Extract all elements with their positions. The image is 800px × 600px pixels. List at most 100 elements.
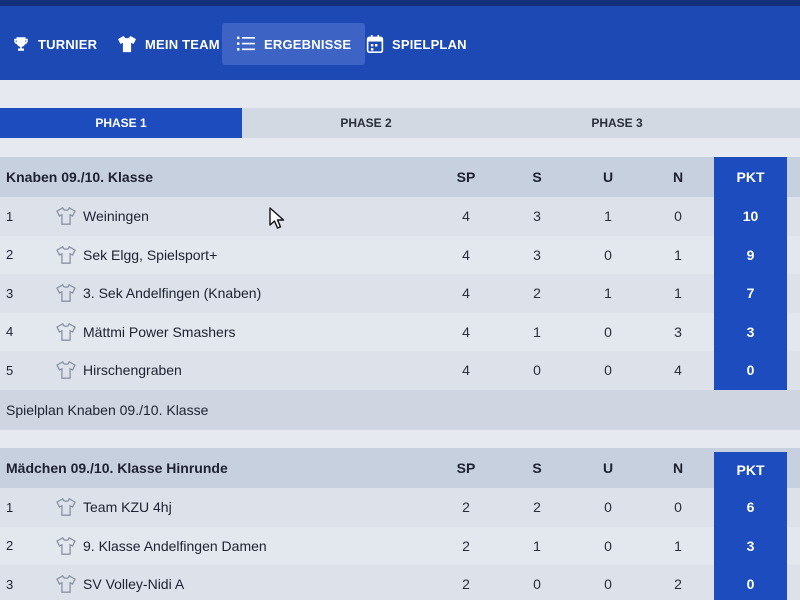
nav-spielplan[interactable]: SPIELPLAN (366, 23, 467, 65)
value-sp: 2 (462, 537, 470, 554)
group-title: Mädchen 09./10. Klasse Hinrunde (6, 460, 228, 476)
tab-phase-1-label: PHASE 1 (95, 116, 147, 130)
col-header-sp: SP (456, 169, 476, 185)
table-row[interactable]: 3 3. Sek Andelfingen (Knaben) 4 2 1 1 7 (0, 274, 800, 313)
group-rows: 1 Team KZU 4hj 2 2 0 0 6 2 9. Klasse And… (0, 488, 800, 600)
tab-phase-3-label: PHASE 3 (591, 116, 643, 130)
value-sp: 4 (462, 246, 470, 263)
col-header-n: N (672, 460, 684, 476)
nav-mein-team[interactable]: MEIN TEAM (117, 23, 220, 65)
team-name[interactable]: 3. Sek Andelfingen (Knaben) (83, 285, 262, 302)
col-header-s: S (532, 169, 542, 185)
shirt-icon (56, 498, 76, 517)
nav-ergebnisse[interactable]: ERGEBNISSE (222, 23, 366, 65)
value-n: 3 (674, 323, 682, 340)
nav-ergebnisse-label: ERGEBNISSE (264, 36, 352, 52)
top-nav-bar: TURNIER MEIN TEAM ERGEBNISSE SPIELPLAN (0, 0, 800, 80)
rank: 4 (6, 324, 14, 340)
nav-spielplan-label: SPIELPLAN (392, 36, 467, 52)
table-row[interactable]: 4 Mättmi Power Smashers 4 1 0 3 3 (0, 312, 800, 351)
value-u: 0 (604, 537, 612, 554)
value-s: 3 (533, 208, 541, 225)
table-row[interactable]: 2 Sek Elgg, Spielsport+ 4 3 0 1 9 (0, 235, 800, 274)
group-header: Mädchen 09./10. Klasse Hinrunde SP S U N… (0, 448, 800, 488)
value-pkt: 3 (714, 526, 787, 565)
col-header-u: U (602, 169, 614, 185)
value-sp: 4 (462, 285, 470, 302)
value-n: 2 (674, 576, 682, 593)
value-sp: 4 (462, 208, 470, 225)
value-n: 1 (674, 537, 682, 554)
group-rows: 1 Weiningen 4 3 1 0 10 2 Sek Elgg, Spiel… (0, 197, 800, 390)
group-table-knaben: Knaben 09./10. Klasse SP S U N PKT 1 Wei… (0, 157, 800, 430)
table-row[interactable]: 2 9. Klasse Andelfingen Damen 2 1 0 1 3 (0, 526, 800, 565)
team-name[interactable]: SV Volley-Nidi A (83, 576, 185, 593)
table-row[interactable]: 5 Hirschengraben 4 0 0 4 0 (0, 351, 800, 390)
value-s: 1 (533, 323, 541, 340)
group-table-maedchen: Mädchen 09./10. Klasse Hinrunde SP S U N… (0, 448, 800, 600)
group-title: Knaben 09./10. Klasse (6, 169, 154, 185)
value-s: 0 (533, 576, 541, 593)
value-sp: 2 (462, 499, 470, 516)
value-n: 0 (674, 499, 682, 516)
shirt-icon (56, 207, 76, 226)
value-s: 1 (533, 537, 541, 554)
tab-phase-2[interactable]: PHASE 2 (242, 108, 490, 138)
col-header-u: U (602, 460, 614, 476)
team-name[interactable]: 9. Klasse Andelfingen Damen (83, 537, 267, 554)
value-s: 0 (533, 362, 541, 379)
value-u: 0 (604, 323, 612, 340)
group-header: Knaben 09./10. Klasse SP S U N PKT (0, 157, 800, 197)
spielplan-link-label: Spielplan Knaben 09./10. Klasse (6, 401, 209, 418)
col-header-pkt: PKT (714, 452, 787, 488)
table-row[interactable]: 1 Team KZU 4hj 2 2 0 0 6 (0, 488, 800, 527)
value-pkt: 7 (714, 274, 787, 313)
rank: 2 (6, 247, 14, 263)
value-n: 0 (674, 208, 682, 225)
team-name[interactable]: Mättmi Power Smashers (83, 323, 236, 340)
shirt-icon (56, 361, 76, 380)
value-s: 2 (533, 499, 541, 516)
shirt-icon (56, 575, 76, 594)
top-edge (0, 0, 800, 6)
value-n: 1 (674, 285, 682, 302)
value-pkt: 3 (714, 312, 787, 351)
team-name[interactable]: Sek Elgg, Spielsport+ (83, 246, 218, 263)
rank: 5 (6, 362, 14, 378)
value-pkt: 0 (714, 351, 787, 390)
rank: 1 (6, 208, 14, 224)
tab-phase-3[interactable]: PHASE 3 (490, 108, 744, 138)
spielplan-link[interactable]: Spielplan Knaben 09./10. Klasse (0, 389, 800, 430)
tab-phase-2-label: PHASE 2 (340, 116, 392, 130)
rank: 2 (6, 538, 14, 554)
team-name[interactable]: Hirschengraben (83, 362, 182, 379)
team-name[interactable]: Weiningen (83, 208, 149, 225)
value-pkt: 6 (714, 488, 787, 527)
value-u: 0 (604, 246, 612, 263)
nav-mein-team-label: MEIN TEAM (145, 36, 220, 52)
value-pkt: 10 (714, 197, 787, 236)
shirt-icon (56, 245, 76, 264)
value-n: 1 (674, 246, 682, 263)
value-sp: 4 (462, 362, 470, 379)
table-row[interactable]: 1 Weiningen 4 3 1 0 10 (0, 197, 800, 236)
shirt-icon (56, 322, 76, 341)
value-pkt: 9 (714, 235, 787, 274)
value-u: 0 (604, 576, 612, 593)
list-icon (237, 36, 255, 51)
shirt-icon (56, 284, 76, 303)
value-n: 4 (674, 362, 682, 379)
shirt-icon (56, 536, 76, 555)
nav-turnier[interactable]: TURNIER (12, 23, 97, 65)
value-s: 2 (533, 285, 541, 302)
col-header-n: N (672, 169, 684, 185)
tab-phase-1[interactable]: PHASE 1 (0, 108, 242, 138)
value-s: 3 (533, 246, 541, 263)
nav-turnier-label: TURNIER (38, 36, 98, 52)
team-name[interactable]: Team KZU 4hj (83, 499, 172, 516)
table-row[interactable]: 3 SV Volley-Nidi A 2 0 0 2 0 (0, 565, 800, 600)
shirt-icon (118, 35, 136, 53)
value-u: 1 (604, 285, 612, 302)
value-u: 1 (604, 208, 612, 225)
col-header-sp: SP (456, 460, 476, 476)
